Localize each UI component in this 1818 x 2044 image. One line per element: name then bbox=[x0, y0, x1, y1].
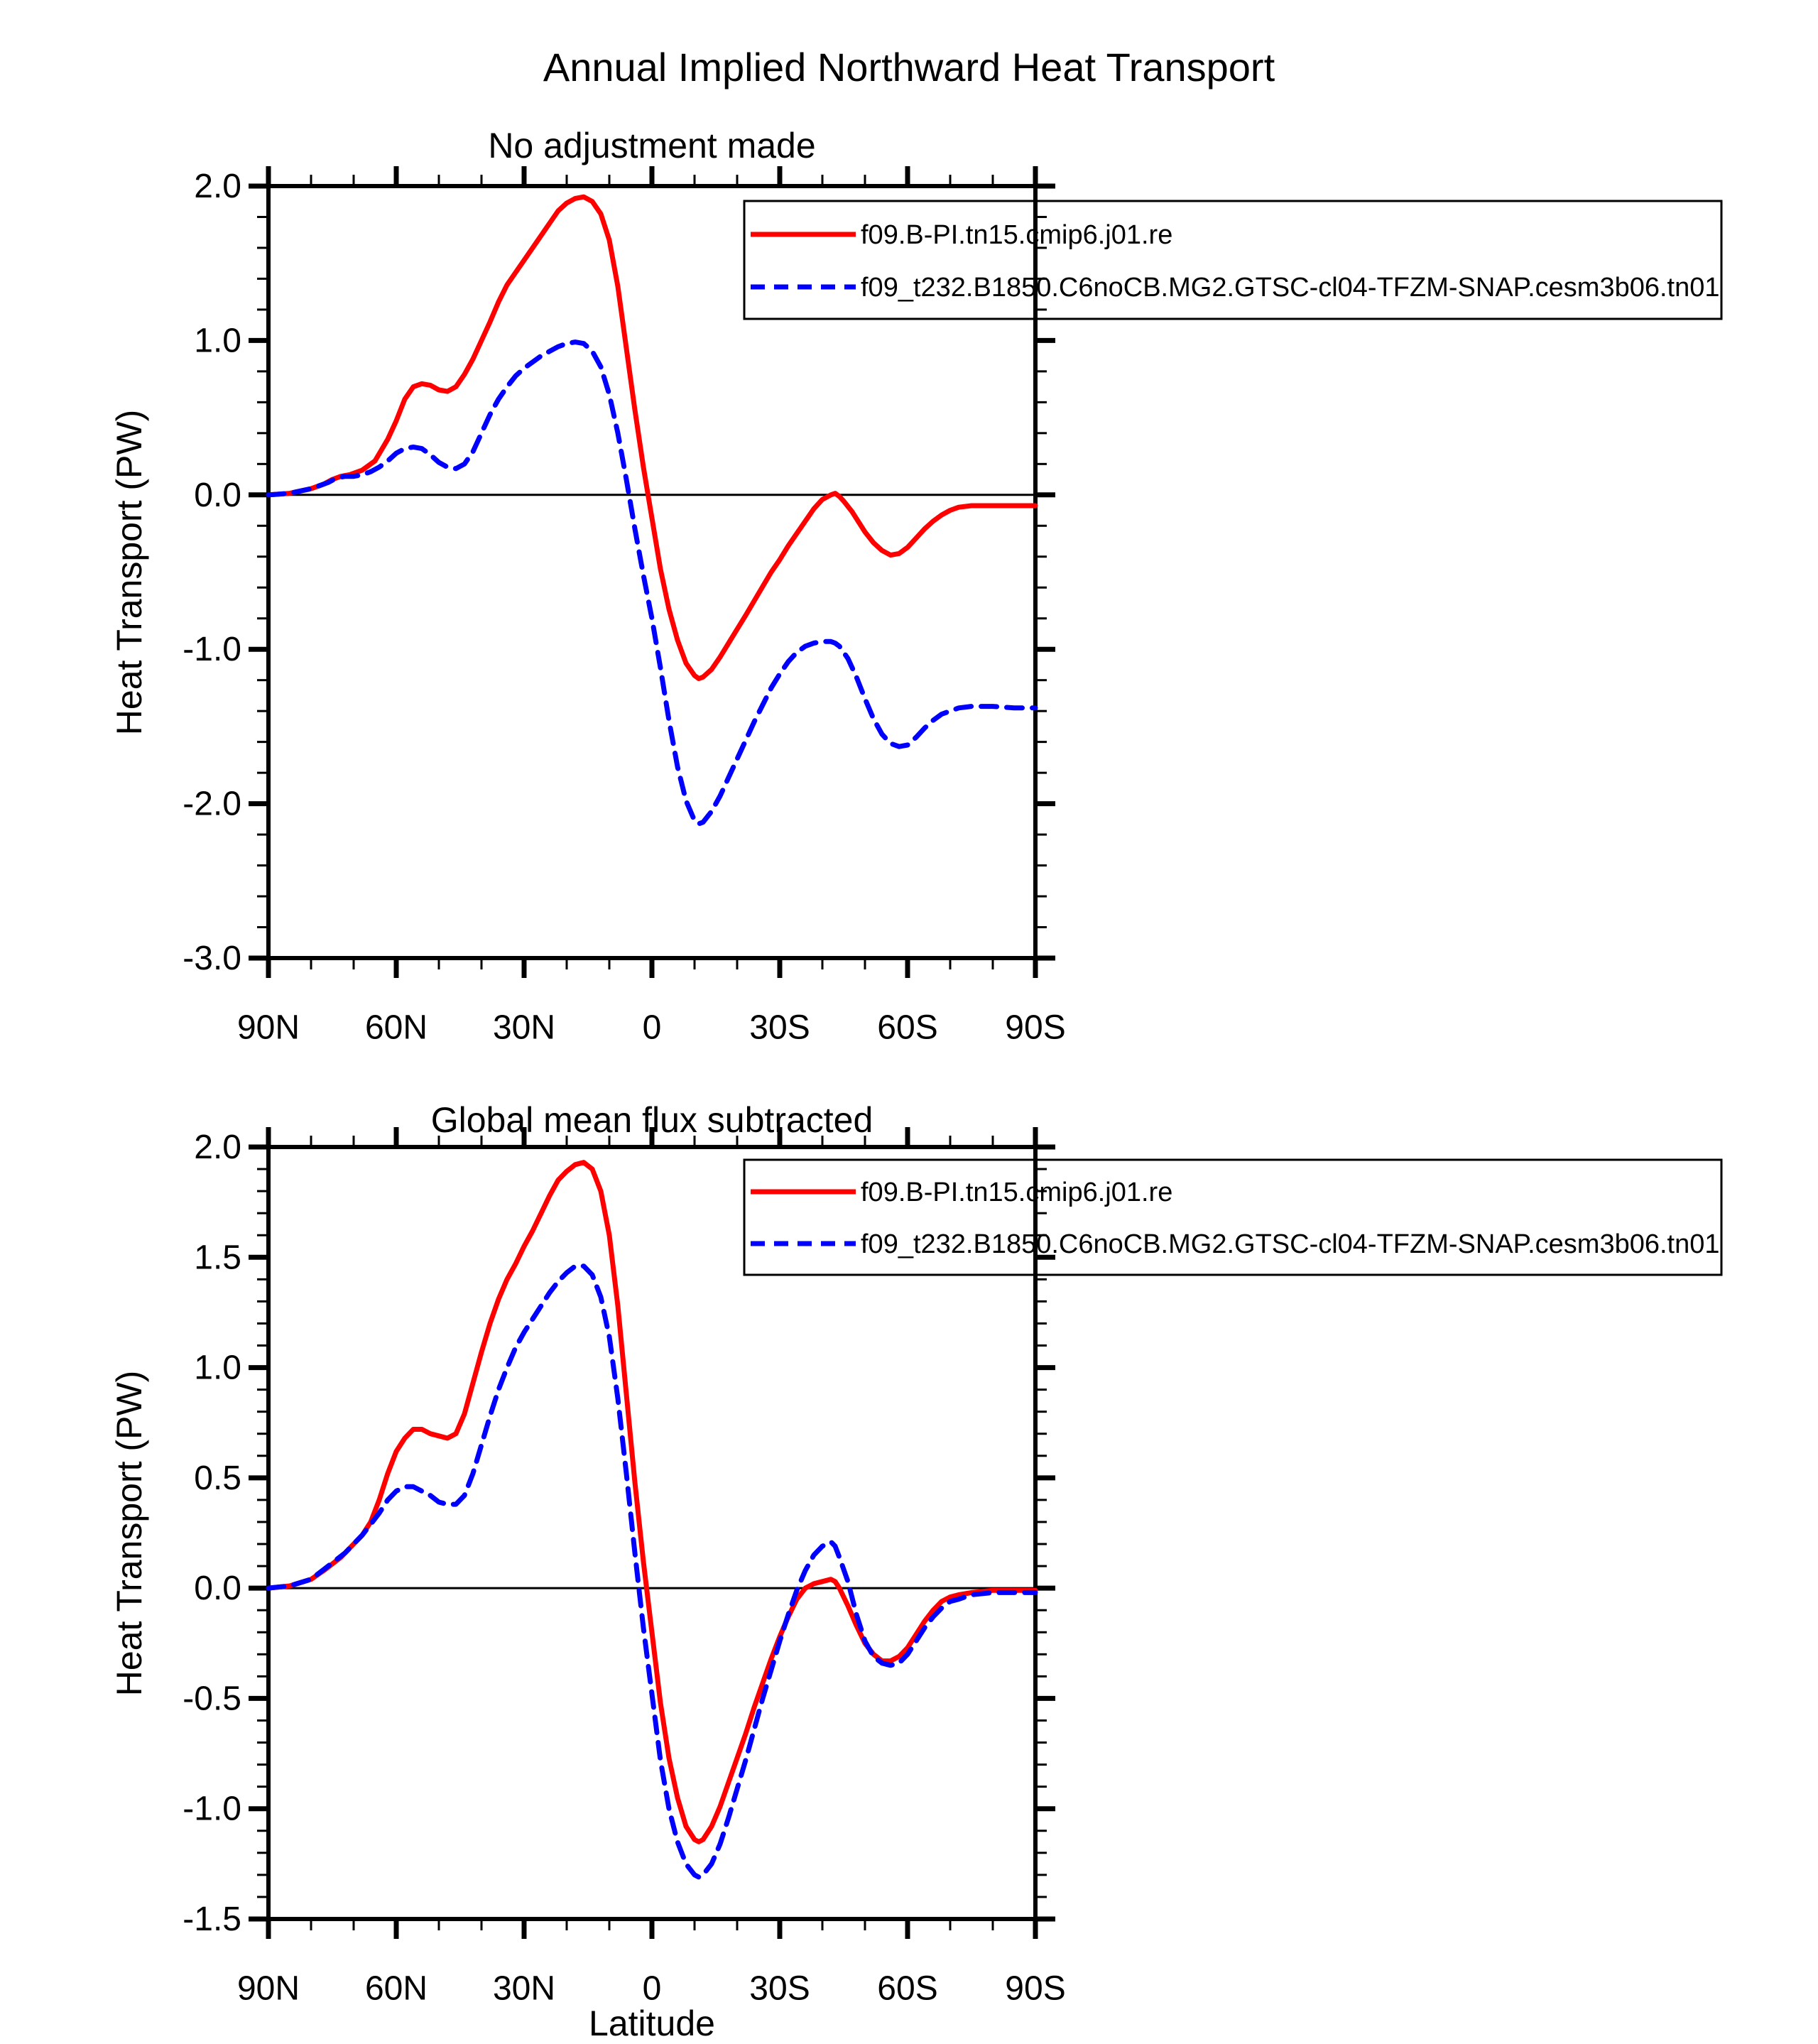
panel-2-x-tick-label: 90S bbox=[1005, 1970, 1065, 2008]
panel-2-y-tick-label: 2.0 bbox=[194, 1129, 241, 1166]
panel-2-y-tick-label: -1.5 bbox=[183, 1901, 241, 1938]
panel-2-x-tick-label: 0 bbox=[643, 1970, 662, 2008]
panel-2-y-tick-label: -0.5 bbox=[183, 1680, 241, 1717]
panel-2-y-tick-label: 0.5 bbox=[194, 1459, 241, 1497]
panel-1-y-tick-label: -1.0 bbox=[183, 631, 241, 668]
panel-1-x-tick-label: 60N bbox=[365, 1009, 428, 1047]
panel-1-y-tick-label: -3.0 bbox=[183, 940, 241, 977]
panel-2-x-tick-label: 60N bbox=[365, 1970, 428, 2008]
panel-2-y-tick-label: 0.0 bbox=[194, 1570, 241, 1607]
panel-1-y-tick-label: 1.0 bbox=[194, 322, 241, 359]
panel-1-series-line-1 bbox=[266, 194, 1038, 681]
panel-2-x-tick-label: 30N bbox=[493, 1970, 555, 2008]
panel-2-legend-label-2: f09_t232.B1850.C6noCB.MG2.GTSC-cl04-TFZM… bbox=[861, 1229, 1720, 1259]
panel-1-legend-label-1: f09.B-PI.tn15.cmip6.j01.re bbox=[861, 220, 1172, 250]
panel-1-title: No adjustment made bbox=[488, 126, 816, 165]
panel-2-x-axis-label: Latitude bbox=[589, 2004, 715, 2043]
panel-2-series-line-1 bbox=[266, 1160, 1038, 1844]
panel-2-y-tick-label: 1.5 bbox=[194, 1239, 241, 1276]
panel-1-x-tick-label: 90N bbox=[237, 1009, 300, 1047]
panel-2-legend-box bbox=[743, 1158, 1723, 1276]
panel-2-plot-frame bbox=[266, 1145, 1038, 1921]
panel-1-x-tick-label: 90S bbox=[1005, 1009, 1065, 1047]
panel-1-series-line-2 bbox=[266, 339, 1038, 827]
panel-2-y-tick-label: 1.0 bbox=[194, 1349, 241, 1387]
panel-1-legend-box bbox=[743, 200, 1723, 320]
panel-1-x-tick-label: 0 bbox=[643, 1009, 662, 1047]
panel-1-x-tick-label: 30S bbox=[749, 1009, 810, 1047]
panel-1-legend-label-2: f09_t232.B1850.C6noCB.MG2.GTSC-cl04-TFZM… bbox=[861, 273, 1720, 303]
figure-main-title: Annual Implied Northward Heat Transport bbox=[543, 45, 1275, 89]
panel-2-series-line-2 bbox=[266, 1263, 1038, 1880]
panel-1-x-tick-label: 30N bbox=[493, 1009, 555, 1047]
panel-2-legend-label-1: f09.B-PI.tn15.cmip6.j01.re bbox=[861, 1178, 1172, 1207]
panel-1-y-tick-label: -2.0 bbox=[183, 785, 241, 823]
panel-2-x-tick-label: 90N bbox=[237, 1970, 300, 2008]
panel-1-x-tick-label: 60S bbox=[877, 1009, 937, 1047]
panel-1-y-tick-label: 2.0 bbox=[194, 168, 241, 205]
panel-1-y-tick-label: 0.0 bbox=[194, 477, 241, 514]
panel-2-x-tick-label: 60S bbox=[877, 1970, 937, 2008]
panel-2-x-tick-label: 30S bbox=[749, 1970, 810, 2008]
panel-2-y-tick-label: -1.0 bbox=[183, 1790, 241, 1828]
